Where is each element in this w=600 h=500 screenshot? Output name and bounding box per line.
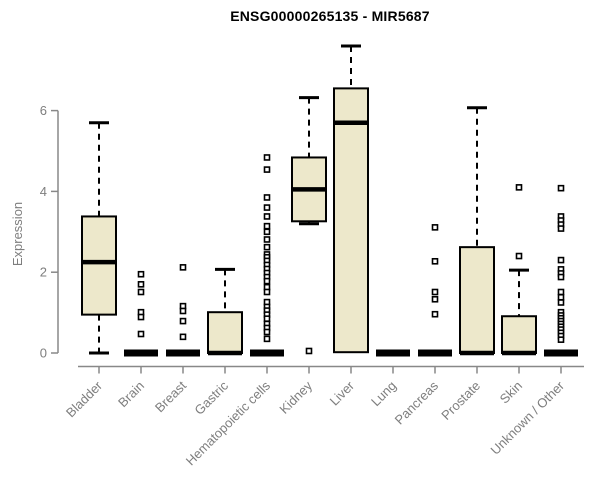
chart-title: ENSG00000265135 - MIR5687 [230, 8, 430, 24]
outlier-unknown-other [557, 293, 565, 301]
outlier-skin [515, 252, 523, 260]
outlier-breast [179, 333, 187, 341]
outlier-hematopoietic-cells [263, 213, 271, 220]
outlier-skin [515, 184, 523, 191]
outlier-unknown-other [557, 184, 565, 192]
outlier-hematopoietic-cells [263, 328, 271, 336]
collapsed-box-unknown-other [544, 349, 578, 357]
outlier-hematopoietic-cells [263, 228, 271, 236]
outlier-hematopoietic-cells [263, 222, 271, 230]
outlier-pancreas [431, 310, 439, 318]
outlier-hematopoietic-cells [263, 154, 271, 161]
outlier-unknown-other [557, 256, 565, 264]
outlier-unknown-other [557, 225, 565, 232]
outlier-hematopoietic-cells [263, 204, 271, 211]
outlier-unknown-other [557, 273, 565, 281]
outlier-brain [137, 313, 145, 321]
y-tick-label: 0 [40, 346, 47, 361]
outlier-brain [137, 288, 145, 296]
y-tick-label: 2 [40, 265, 47, 280]
outlier-breast [179, 317, 187, 325]
outlier-hematopoietic-cells [263, 288, 271, 296]
outlier-unknown-other [557, 288, 565, 296]
outlier-pancreas [431, 257, 439, 265]
outlier-unknown-other [557, 336, 565, 343]
box-prostate [459, 246, 495, 354]
outlier-hematopoietic-cells [263, 243, 271, 251]
box-liver [333, 87, 369, 354]
collapsed-box-lung [376, 349, 410, 357]
x-tick-label-prostate: Prostate [438, 378, 483, 423]
outlier-breast [179, 264, 187, 271]
outlier-hematopoietic-cells [263, 277, 271, 285]
outlier-breast [179, 307, 187, 315]
y-tick-label: 4 [40, 184, 47, 199]
collapsed-box-breast [166, 349, 200, 357]
x-tick-label-gastric: Gastric [191, 378, 231, 418]
outlier-kidney [305, 347, 313, 355]
x-tick-label-bladder: Bladder [63, 378, 106, 421]
collapsed-box-pancreas [418, 349, 452, 357]
outlier-pancreas [431, 288, 439, 296]
y-tick-label: 6 [40, 103, 47, 118]
x-tick-label-breast: Breast [152, 378, 189, 415]
box-skin [501, 315, 537, 354]
x-tick-label-skin: Skin [497, 378, 525, 406]
outlier-hematopoietic-cells [263, 236, 271, 243]
outlier-pancreas [431, 295, 439, 303]
x-tick-label-unknown-other: Unknown / Other [488, 378, 568, 458]
outlier-pancreas [431, 224, 439, 231]
box-gastric [207, 311, 243, 355]
collapsed-box-brain [124, 349, 158, 357]
outlier-hematopoietic-cells [263, 194, 271, 201]
collapsed-box-hematopoietic-cells [250, 349, 284, 357]
outlier-hematopoietic-cells [263, 315, 271, 322]
x-tick-label-brain: Brain [115, 378, 147, 410]
x-tick-label-liver: Liver [327, 378, 358, 409]
x-tick-label-kidney: Kidney [276, 378, 315, 417]
x-tick-label-lung: Lung [368, 378, 399, 409]
outlier-unknown-other [557, 299, 565, 306]
box-bladder [81, 215, 117, 316]
outlier-hematopoietic-cells [263, 335, 271, 343]
outlier-brain [137, 330, 145, 338]
outlier-brain [137, 270, 145, 278]
outlier-brain [137, 281, 145, 288]
x-tick-label-pancreas: Pancreas [392, 378, 442, 428]
outlier-hematopoietic-cells [263, 166, 271, 173]
